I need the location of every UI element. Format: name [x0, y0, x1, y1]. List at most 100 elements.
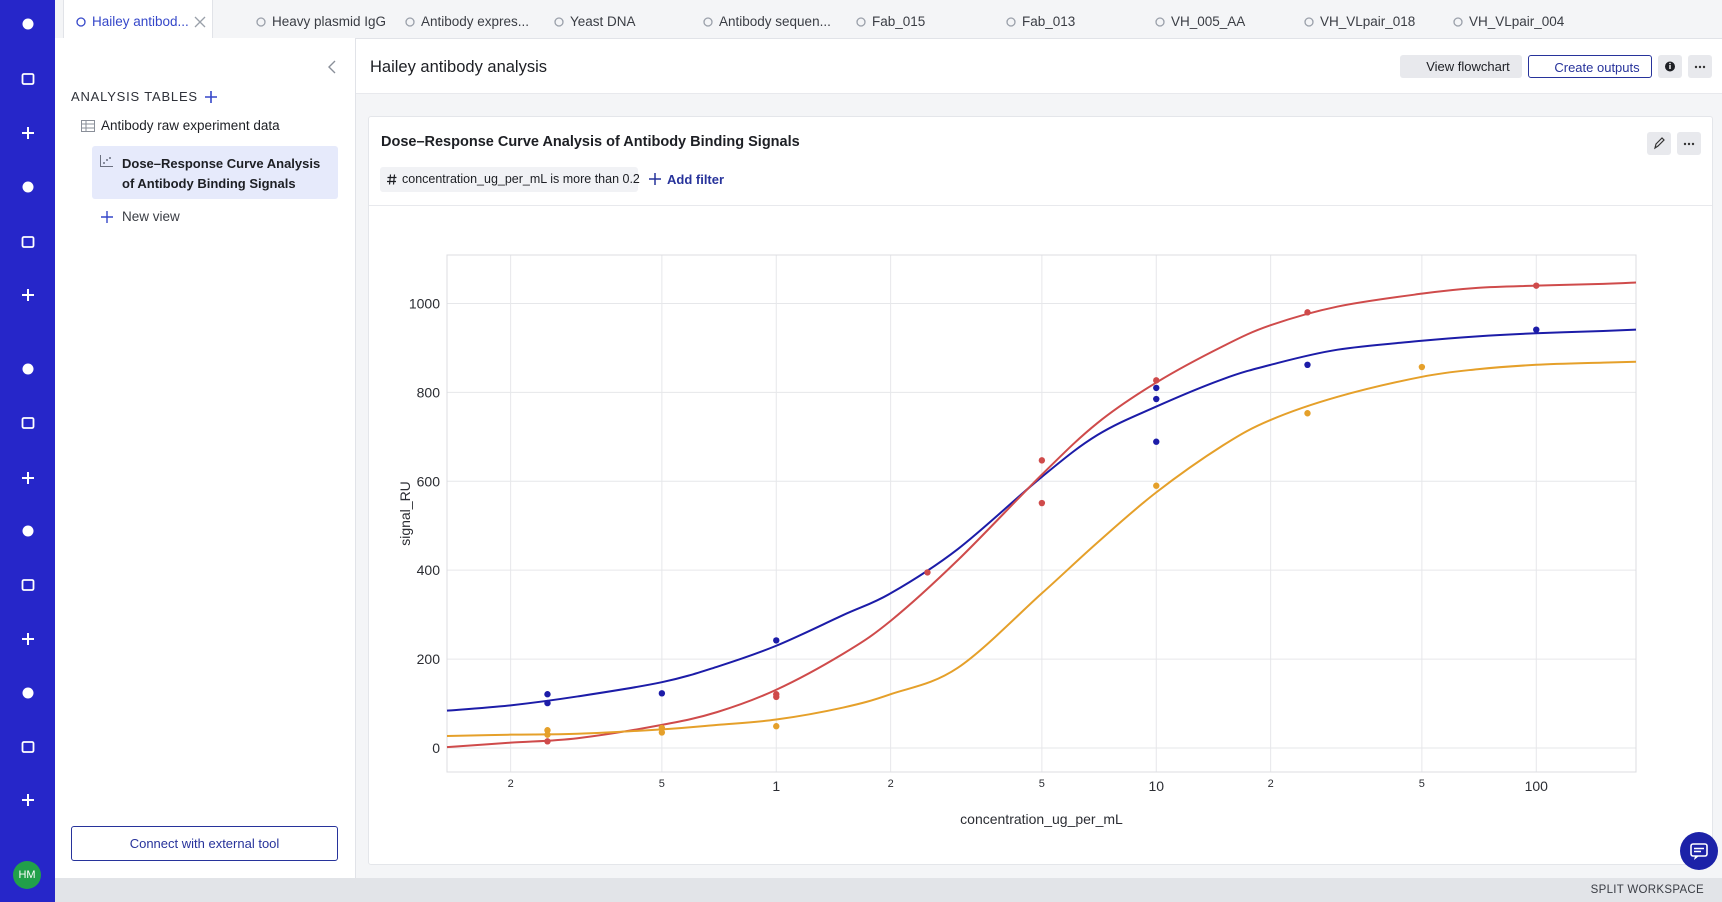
- tab[interactable]: Heavy plasmid IgG: [244, 0, 386, 38]
- add-filter[interactable]: Add filter: [667, 172, 725, 187]
- filter-chip[interactable]: concentration_ug_per_mL is more than 0.2: [380, 167, 640, 192]
- chart-icon: [100, 155, 113, 167]
- header: Hailey antibody analysis View flowchart …: [356, 39, 1722, 94]
- chat-button[interactable]: [1680, 832, 1718, 870]
- nav-icon[interactable]: [20, 71, 36, 87]
- edit-button[interactable]: [1647, 132, 1671, 155]
- data-point: [1418, 363, 1426, 371]
- x-tick-label: 2: [1268, 778, 1274, 790]
- data-point: [1533, 282, 1540, 289]
- y-axis-label: signal_RU: [397, 481, 413, 546]
- nav-icon[interactable]: [20, 287, 36, 303]
- x-tick-label: 5: [1039, 778, 1045, 790]
- more-button[interactable]: [1677, 132, 1701, 155]
- data-point: [544, 738, 551, 745]
- nav-icon[interactable]: [20, 523, 36, 539]
- plot-frame: [446, 254, 1637, 773]
- section-heading: ANALYSIS TABLES: [71, 89, 198, 104]
- table-item[interactable]: Antibody raw experiment data: [101, 118, 280, 133]
- data-point: [1153, 377, 1160, 384]
- nav-icon[interactable]: [20, 361, 36, 377]
- filter-label[interactable]: concentration_ug_per_mL is more than 0.2: [402, 172, 640, 186]
- page-title: Hailey antibody analysis: [370, 58, 548, 76]
- tab-icon: [1304, 17, 1314, 27]
- nav-icon[interactable]: [20, 234, 36, 250]
- divider: [369, 205, 1712, 206]
- data-point: [1153, 384, 1160, 392]
- nav-icon[interactable]: [20, 415, 36, 431]
- tab[interactable]: Antibody sequen...: [691, 0, 831, 38]
- y-tick-label: 0: [432, 740, 440, 756]
- x-tick-label: 2: [888, 778, 894, 790]
- nav-icon[interactable]: [20, 792, 36, 808]
- nav-icon[interactable]: [20, 470, 36, 486]
- nav-sidebar: HM: [0, 0, 55, 902]
- x-tick-label: 1: [772, 778, 780, 794]
- left-panel: ANALYSIS TABLES Antibody raw experiment …: [55, 38, 356, 878]
- tab-icon: [703, 17, 713, 27]
- data-point: [773, 637, 780, 644]
- edit-icon: [1654, 137, 1665, 150]
- data-point: [773, 723, 780, 730]
- data-point: [1153, 395, 1160, 403]
- view-flowchart-button[interactable]: View flowchart: [1400, 55, 1522, 78]
- tab-icon: [1155, 17, 1165, 27]
- data-point: [1304, 361, 1311, 369]
- split-workspace[interactable]: SPLIT WORKSPACE: [1590, 884, 1704, 896]
- data-point: [1153, 438, 1160, 445]
- tab[interactable]: Fab_015: [844, 0, 984, 38]
- data-point: [1533, 326, 1540, 333]
- hash-icon: [387, 174, 397, 185]
- nav-icon[interactable]: [20, 125, 36, 141]
- info-button[interactable]: [1658, 55, 1682, 78]
- tab-icon: [1453, 17, 1463, 27]
- info-icon: [1665, 61, 1675, 72]
- new-view[interactable]: New view: [122, 209, 180, 224]
- tab-icon: [554, 17, 564, 27]
- x-tick-label: 100: [1525, 778, 1549, 794]
- nav-icon[interactable]: [20, 577, 36, 593]
- tab[interactable]: Yeast DNA: [542, 0, 682, 38]
- tab[interactable]: VH_VLpair_004: [1441, 0, 1581, 38]
- collapse-icon[interactable]: [327, 60, 337, 74]
- footer-bar: SPLIT WORKSPACE: [55, 878, 1722, 902]
- tab[interactable]: Hailey antibod...: [63, 0, 213, 39]
- x-tick-label: 5: [1419, 778, 1425, 790]
- connect-button[interactable]: Connect with external tool: [71, 826, 338, 861]
- more-button[interactable]: [1688, 55, 1712, 78]
- data-point: [1304, 410, 1311, 417]
- tab[interactable]: VH_VLpair_018: [1292, 0, 1432, 38]
- data-point: [544, 731, 551, 738]
- tab[interactable]: VH_005_AA: [1143, 0, 1283, 38]
- more-icon: [1683, 142, 1695, 146]
- tab[interactable]: Antibody expres...: [393, 0, 533, 38]
- tab-icon: [856, 17, 866, 27]
- more-icon: [1694, 65, 1706, 69]
- nav-icon[interactable]: [20, 685, 36, 701]
- add-icon[interactable]: [100, 210, 114, 224]
- selected-item[interactable]: [92, 146, 338, 199]
- tab[interactable]: Fab_013: [994, 0, 1134, 38]
- nav-icon[interactable]: [20, 179, 36, 195]
- data-point: [1038, 457, 1046, 464]
- selected-item-label[interactable]: Dose–Response Curve Analysis of Antibody…: [122, 156, 321, 191]
- nav-icon[interactable]: [20, 631, 36, 647]
- data-point: [544, 727, 551, 734]
- create-outputs-button[interactable]: Create outputs: [1528, 55, 1652, 78]
- nav-icon[interactable]: [20, 739, 36, 755]
- y-tick-label: 800: [417, 384, 441, 400]
- nav-icon[interactable]: [20, 16, 36, 32]
- close-icon[interactable]: [194, 16, 206, 28]
- data-point: [1153, 482, 1160, 489]
- data-point: [658, 690, 666, 697]
- data-point: [544, 691, 551, 698]
- avatar[interactable]: HM: [13, 861, 41, 889]
- y-tick-label: 600: [417, 473, 441, 489]
- data-point: [924, 569, 931, 576]
- add-icon[interactable]: [648, 172, 662, 186]
- add-icon[interactable]: [204, 90, 218, 104]
- y-tick-label: 400: [417, 562, 441, 578]
- tab-icon: [256, 17, 266, 27]
